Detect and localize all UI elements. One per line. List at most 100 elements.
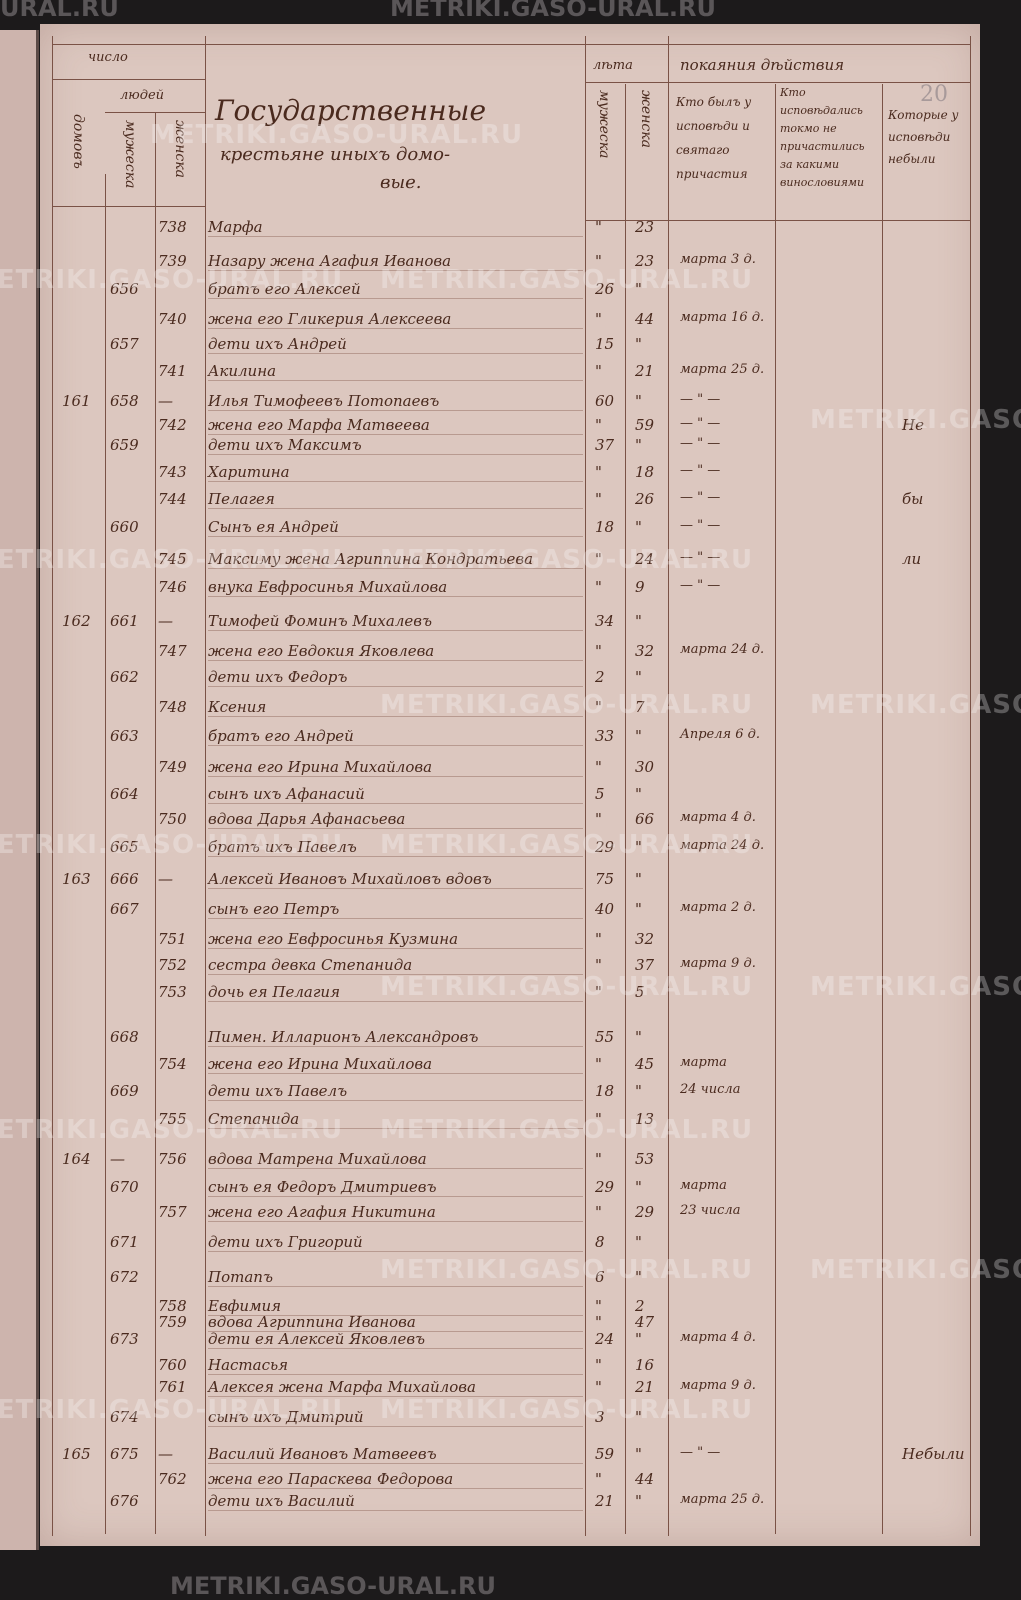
person-name: Назару жена Агафия Иванова	[208, 252, 452, 270]
person-name: братъ ихъ Павелъ	[208, 838, 357, 856]
register-row: 164 — 756 вдова Матрена Михайлова " 53	[40, 1146, 980, 1172]
male-age: 3	[595, 1408, 605, 1426]
person-name: жена его Ирина Михайлова	[208, 1055, 433, 1073]
male-age: 8	[595, 1233, 605, 1251]
row-rule	[208, 974, 583, 975]
female-number: 749	[158, 758, 187, 776]
person-name: Настасья	[208, 1356, 289, 1374]
register-row: 668 Пимен. Илларионъ Александровъ 55 "	[40, 1024, 980, 1050]
male-number: 657	[110, 335, 139, 353]
female-number: 761	[158, 1378, 187, 1396]
register-row: 751 жена его Евфросинья Кузмина " 32	[40, 926, 980, 952]
male-age: "	[595, 758, 602, 776]
confession-date: — " —	[680, 578, 721, 593]
row-rule	[208, 1286, 583, 1287]
row-rule	[208, 918, 583, 919]
watermark: METRIKI.GASO-URAL.RU	[810, 690, 1021, 720]
person-name: Харитина	[208, 463, 290, 481]
watermark: METRIKI.GASO-URAL.RU	[380, 690, 754, 720]
watermark: METRIKI.GASO-URAL.RU	[380, 545, 754, 575]
watermark: METRIKI.GASO-URAL.RU	[810, 405, 1021, 435]
female-number: —	[158, 870, 173, 888]
left-page-edge	[0, 30, 39, 1550]
watermark: METRIKI.GASO-URAL.RU	[810, 972, 1021, 1002]
register-row: 743 Харитина " 18 — " —	[40, 459, 980, 485]
female-number: 745	[158, 550, 187, 568]
row-rule	[208, 776, 583, 777]
confession-date: — " —	[680, 463, 721, 478]
page-number: 20	[920, 82, 948, 107]
confession-date: — " —	[680, 416, 721, 431]
male-age: "	[595, 1150, 602, 1168]
register-row: 662 дети ихъ Федоръ 2 "	[40, 664, 980, 690]
male-age: 55	[595, 1028, 615, 1046]
person-name: Тимофей Фоминъ Михалевъ	[208, 612, 432, 630]
row-rule	[208, 380, 583, 381]
row-rule	[208, 298, 583, 299]
male-age: 6	[595, 1268, 605, 1286]
absent-note: бы	[902, 490, 924, 508]
female-number: 754	[158, 1055, 187, 1073]
person-name: Ксения	[208, 698, 267, 716]
person-name: жена его Гликерия Алексеева	[208, 310, 452, 328]
row-rule	[208, 1073, 583, 1074]
register-row: 755 Степанида " 13	[40, 1106, 980, 1132]
watermark: METRIKI.GASO-URAL.RU	[0, 1395, 344, 1425]
register-row: 659 дети ихъ Максимъ 37 " — " —	[40, 432, 980, 458]
male-number: 676	[110, 1492, 139, 1510]
confession-date: — " —	[680, 518, 721, 533]
female-age: "	[635, 1082, 642, 1100]
person-name: Алексея жена Марфа Михайлова	[208, 1378, 476, 1396]
household-number: 163	[62, 870, 91, 888]
female-age: "	[635, 785, 642, 803]
register-row: 161 658 — Илья Тимофеевъ Потопаевъ 60 " — " —	[40, 388, 980, 414]
male-number: 670	[110, 1178, 139, 1196]
register-row: 753 дочь ея Пелагия " 5	[40, 979, 980, 1005]
female-age: 47	[635, 1313, 655, 1331]
male-age: 33	[595, 727, 615, 745]
register-row: 165 675 — Василий Ивановъ Матвеевъ 59 " — " — Н…	[40, 1441, 980, 1467]
row-rule	[208, 1315, 583, 1316]
male-number: 666	[110, 870, 139, 888]
female-age: "	[635, 1178, 642, 1196]
confession-date: — " —	[680, 550, 721, 565]
register-row: 657 дети ихъ Андрей 15 "	[40, 331, 980, 357]
row-rule	[208, 1396, 583, 1397]
female-age: "	[635, 727, 642, 745]
female-age: 26	[635, 490, 655, 508]
watermark-top: METRIKI.GASO-URAL.RU	[390, 0, 716, 22]
person-name: дети ихъ Максимъ	[208, 436, 362, 454]
confession-date: марта 24 д.	[680, 838, 765, 853]
female-age: "	[635, 392, 642, 410]
row-rule	[208, 1128, 583, 1129]
male-age: 15	[595, 335, 615, 353]
confession-date: — " —	[680, 436, 721, 451]
female-number: 762	[158, 1470, 187, 1488]
female-age: "	[635, 1233, 642, 1251]
person-name: жена его Параскева Федорова	[208, 1470, 454, 1488]
household-number: 164	[62, 1150, 91, 1168]
confession-date: — " —	[680, 392, 721, 407]
register-row: 759 вдова Агриппина Иванова " 47	[40, 1309, 980, 1335]
header-pokayaniya: покаяния дѣйствия	[680, 56, 845, 74]
row-rule	[208, 1374, 583, 1375]
male-age: 5	[595, 785, 605, 803]
male-number: 660	[110, 518, 139, 536]
watermark-top-left: URAL.RU	[0, 0, 119, 22]
female-age: "	[635, 436, 642, 454]
row-rule	[208, 803, 583, 804]
male-age: 18	[595, 1082, 615, 1100]
row-rule	[208, 630, 583, 631]
row-rule	[208, 1001, 583, 1002]
row-rule	[208, 481, 583, 482]
male-age: "	[595, 1203, 602, 1221]
male-age: "	[595, 310, 602, 328]
female-number: —	[158, 1445, 173, 1463]
female-age: "	[635, 1330, 642, 1348]
row-rule	[208, 1251, 583, 1252]
register-row: 750 вдова Дарья Афанасьева " 66 марта 4 д.	[40, 806, 980, 832]
female-age: 16	[635, 1356, 655, 1374]
male-age: "	[595, 252, 602, 270]
register-row: 741 Акилина " 21 марта 25 д.	[40, 358, 980, 384]
person-name: сестра девка Степанида	[208, 956, 413, 974]
